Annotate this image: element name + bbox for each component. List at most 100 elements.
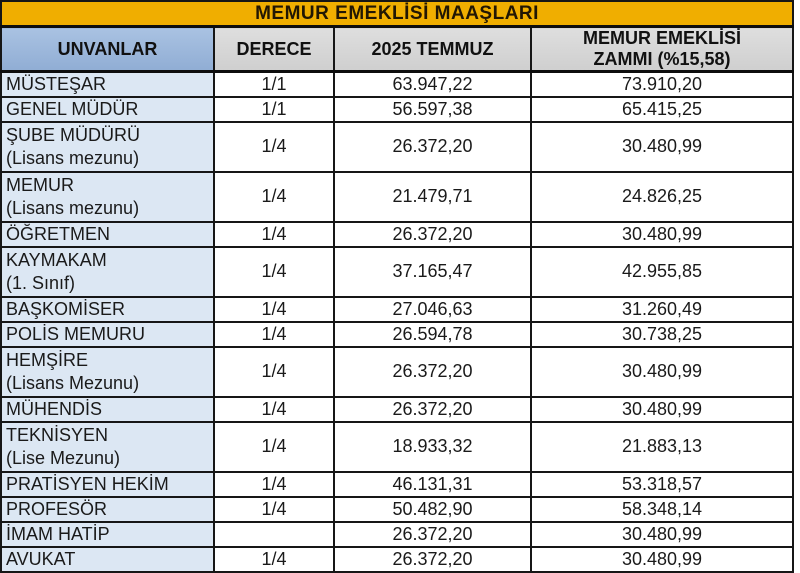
unvan-label: ÖĞRETMEN (6, 223, 111, 244)
unvan-detail: (Lisans Mezunu) (6, 372, 140, 393)
table-row: KAYMAKAM (1. Sınıf) 1/4 37.165,47 42.955,… (0, 245, 795, 298)
column-header-derece: DERECE (213, 25, 335, 73)
title-row: MEMUR EMEKLİSİ MAAŞLARI (0, 0, 795, 28)
cell-unvan: HEMŞİRE (Lisans Mezunu) (0, 345, 215, 398)
cell-2025-temmuz: 26.372,20 (333, 520, 532, 548)
column-header-unvanlar: UNVANLAR (0, 25, 215, 73)
cell-zamli-maas: 31.260,49 (529, 295, 795, 323)
cell-zamli-maas: 24.826,25 (529, 170, 795, 223)
cell-zamli-maas: 30.480,99 (529, 520, 795, 548)
cell-2025-temmuz: 26.372,20 (333, 220, 532, 248)
cell-derece: 1/4 (213, 295, 335, 323)
cell-2025-temmuz: 26.372,20 (333, 395, 532, 423)
cell-zamli-maas: 73.910,20 (529, 70, 795, 98)
cell-derece: 1/1 (213, 95, 335, 123)
table-row: ÖĞRETMEN 1/4 26.372,20 30.480,99 (0, 220, 795, 248)
cell-unvan: TEKNİSYEN (Lise Mezunu) (0, 420, 215, 473)
column-header-zam-line2: ZAMMI (%15,58) (593, 49, 731, 69)
cell-derece: 1/4 (213, 470, 335, 498)
cell-derece: 1/4 (213, 120, 335, 173)
cell-derece (213, 520, 335, 548)
cell-2025-temmuz: 21.479,71 (333, 170, 532, 223)
unvan-label: MEMUR (6, 174, 74, 195)
cell-zamli-maas: 53.318,57 (529, 470, 795, 498)
unvan-detail: (Lise Mezunu) (6, 447, 121, 468)
cell-derece: 1/4 (213, 420, 335, 473)
cell-derece: 1/4 (213, 170, 335, 223)
cell-unvan: GENEL MÜDÜR (0, 95, 215, 123)
cell-zamli-maas: 30.480,99 (529, 395, 795, 423)
cell-unvan: PRATİSYEN HEKİM (0, 470, 215, 498)
cell-zamli-maas: 21.883,13 (529, 420, 795, 473)
table-row: POLİS MEMURU 1/4 26.594,78 30.738,25 (0, 320, 795, 348)
cell-unvan: MÜSTEŞAR (0, 70, 215, 98)
unvan-label: MÜSTEŞAR (6, 73, 107, 94)
cell-zamli-maas: 30.480,99 (529, 345, 795, 398)
column-header-zam: MEMUR EMEKLİSİ ZAMMI (%15,58) (529, 25, 795, 73)
unvan-label: AVUKAT (6, 548, 76, 569)
cell-derece: 1/4 (213, 320, 335, 348)
cell-unvan: MEMUR (Lisans mezunu) (0, 170, 215, 223)
cell-2025-temmuz: 26.372,20 (333, 545, 532, 573)
cell-unvan: AVUKAT (0, 545, 215, 573)
cell-2025-temmuz: 56.597,38 (333, 95, 532, 123)
cell-unvan: MÜHENDİS (0, 395, 215, 423)
cell-zamli-maas: 30.738,25 (529, 320, 795, 348)
table-row: MÜSTEŞAR 1/1 63.947,22 73.910,20 (0, 70, 795, 98)
cell-zamli-maas: 30.480,99 (529, 545, 795, 573)
cell-2025-temmuz: 63.947,22 (333, 70, 532, 98)
cell-derece: 1/4 (213, 545, 335, 573)
cell-unvan: ÖĞRETMEN (0, 220, 215, 248)
cell-derece: 1/4 (213, 245, 335, 298)
cell-unvan: KAYMAKAM (1. Sınıf) (0, 245, 215, 298)
table-row: HEMŞİRE (Lisans Mezunu) 1/4 26.372,20 30.… (0, 345, 795, 398)
cell-derece: 1/4 (213, 395, 335, 423)
table-row: TEKNİSYEN (Lise Mezunu) 1/4 18.933,32 21.… (0, 420, 795, 473)
unvan-label: PRATİSYEN HEKİM (6, 473, 169, 494)
cell-2025-temmuz: 26.372,20 (333, 345, 532, 398)
cell-zamli-maas: 42.955,85 (529, 245, 795, 298)
cell-2025-temmuz: 18.933,32 (333, 420, 532, 473)
cell-derece: 1/4 (213, 220, 335, 248)
cell-2025-temmuz: 46.131,31 (333, 470, 532, 498)
cell-unvan: BAŞKOMİSER (0, 295, 215, 323)
unvan-label: İMAM HATİP (6, 523, 110, 544)
cell-2025-temmuz: 50.482,90 (333, 495, 532, 523)
table-title: MEMUR EMEKLİSİ MAAŞLARI (0, 0, 795, 28)
table-row: MÜHENDİS 1/4 26.372,20 30.480,99 (0, 395, 795, 423)
unvan-label: BAŞKOMİSER (6, 298, 126, 319)
table-row: GENEL MÜDÜR 1/1 56.597,38 65.415,25 (0, 95, 795, 123)
cell-derece: 1/4 (213, 495, 335, 523)
unvan-label: ŞUBE MÜDÜRÜ (6, 124, 141, 145)
cell-unvan: PROFESÖR (0, 495, 215, 523)
unvan-label: PROFESÖR (6, 498, 108, 519)
column-header-2025-temmuz: 2025 TEMMUZ (333, 25, 532, 73)
table-row: İMAM HATİP 26.372,20 30.480,99 (0, 520, 795, 548)
cell-zamli-maas: 65.415,25 (529, 95, 795, 123)
cell-zamli-maas: 30.480,99 (529, 120, 795, 173)
unvan-detail: (Lisans mezunu) (6, 197, 140, 218)
unvan-label: TEKNİSYEN (6, 424, 109, 445)
unvan-label: MÜHENDİS (6, 398, 103, 419)
column-header-zam-line1: MEMUR EMEKLİSİ (583, 28, 742, 49)
unvan-label: POLİS MEMURU (6, 323, 146, 344)
cell-2025-temmuz: 27.046,63 (333, 295, 532, 323)
cell-derece: 1/4 (213, 345, 335, 398)
table-row: MEMUR (Lisans mezunu) 1/4 21.479,71 24.82… (0, 170, 795, 223)
cell-derece: 1/1 (213, 70, 335, 98)
table-row: ŞUBE MÜDÜRÜ (Lisans mezunu) 1/4 26.372,20… (0, 120, 795, 173)
cell-unvan: POLİS MEMURU (0, 320, 215, 348)
unvan-label: HEMŞİRE (6, 349, 89, 370)
cell-2025-temmuz: 37.165,47 (333, 245, 532, 298)
table-row: BAŞKOMİSER 1/4 27.046,63 31.260,49 (0, 295, 795, 323)
cell-unvan: ŞUBE MÜDÜRÜ (Lisans mezunu) (0, 120, 215, 173)
header-row: UNVANLAR DERECE 2025 TEMMUZ MEMUR EMEKLİ… (0, 25, 795, 73)
unvan-detail: (Lisans mezunu) (6, 147, 140, 168)
table-row: PRATİSYEN HEKİM 1/4 46.131,31 53.318,57 (0, 470, 795, 498)
cell-unvan: İMAM HATİP (0, 520, 215, 548)
unvan-label: KAYMAKAM (6, 249, 107, 270)
cell-2025-temmuz: 26.372,20 (333, 120, 532, 173)
table-row: AVUKAT 1/4 26.372,20 30.480,99 (0, 545, 795, 573)
